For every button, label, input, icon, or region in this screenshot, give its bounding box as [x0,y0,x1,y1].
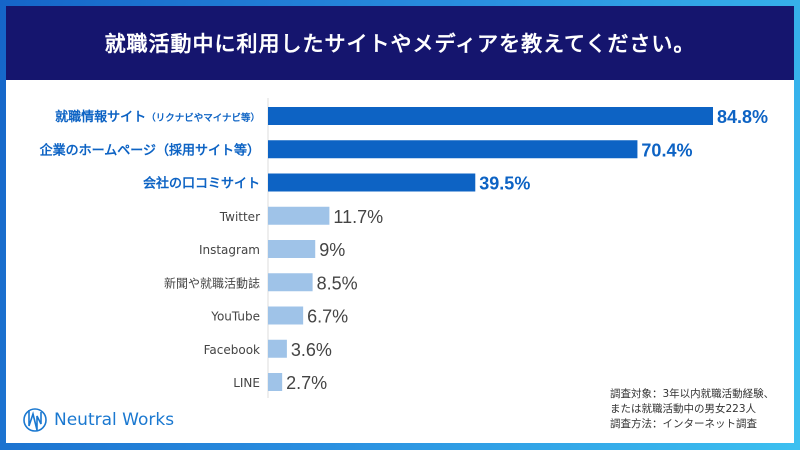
category-label: 新聞や就職活動誌 [164,275,260,290]
value-label: 6.7% [307,307,348,327]
value-label: 9% [319,240,345,260]
category-label: 就職情報サイト（リクナビやマイナビ等） [55,109,260,125]
note-line: 調査対象：3年以内就職活動経験、 [610,388,775,400]
value-label: 2.7% [286,373,327,393]
bar [268,107,713,125]
category-label: LINE [233,376,260,390]
neutral-works-logo-icon [23,408,47,432]
note-line: または就職活動中の男女223人 [610,403,757,415]
bar [268,206,330,225]
value-label: 84.8% [717,107,768,127]
value-label: 39.5% [479,174,530,194]
value-label: 8.5% [317,273,358,293]
bar [268,173,476,192]
category-label: 会社の口コミサイト [143,176,260,192]
bar [268,373,283,391]
category-label: 企業のホームページ（採用サイト等） [39,142,260,158]
survey-note: 調査対象：3年以内就職活動経験、 または就職活動中の男女223人 調査方法：イン… [610,387,774,432]
note-line: 調査方法：インターネット調査 [610,418,757,430]
bar [268,306,304,325]
category-label: Twitter [219,210,260,224]
logo: Neutral Works [22,406,174,434]
value-label: 3.6% [291,340,332,360]
page-title: 就職活動中に利用したサイトやメディアを教えてください。 [6,6,794,80]
bar [268,140,638,159]
category-label: Instagram [199,243,260,257]
bar [268,273,313,292]
category-label: YouTube [210,310,260,324]
bar [268,339,287,358]
category-label: Facebook [204,343,260,357]
bar [268,240,316,258]
value-label: 11.7% [333,207,383,227]
value-label: 70.4% [641,140,692,160]
logo-text: Neutral Works [54,410,175,430]
